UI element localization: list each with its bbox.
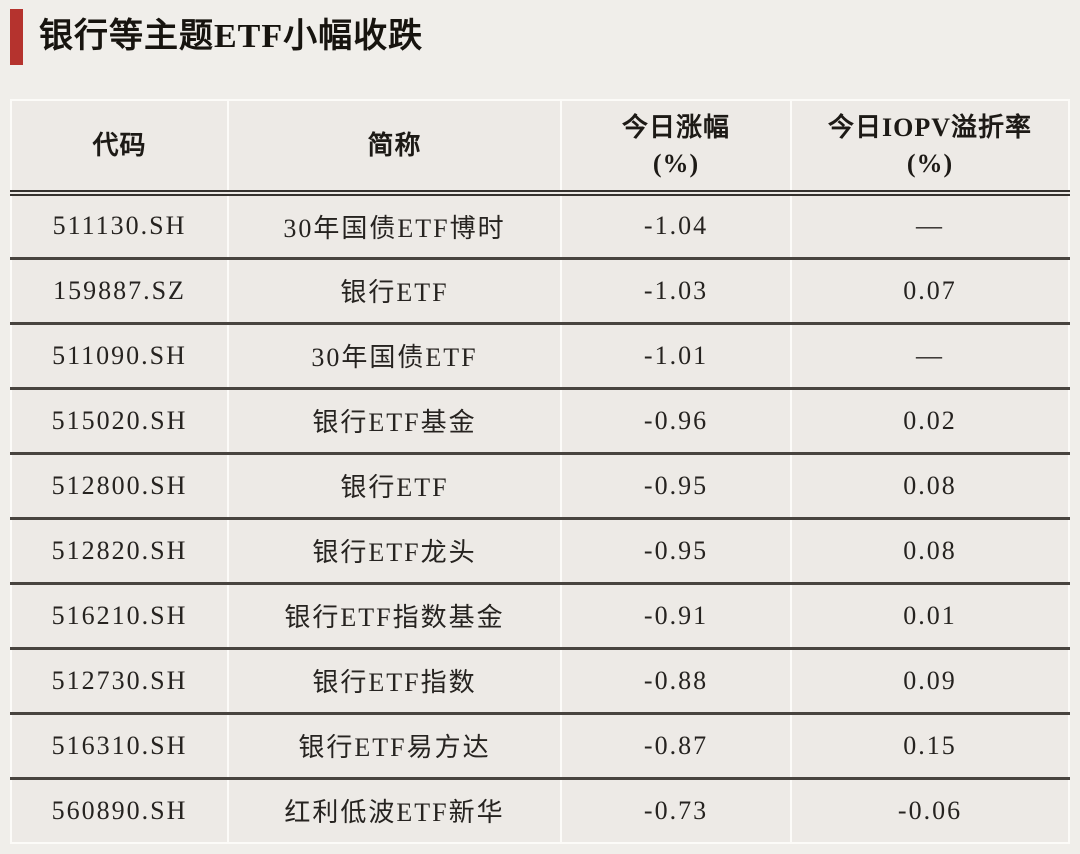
column-header-code: 代码 — [11, 100, 228, 193]
code-cell: 159887.SZ — [53, 275, 186, 305]
column-header-change: 今日涨幅 (%) — [560, 100, 791, 193]
iopv-cell: 0.09 — [790, 648, 1069, 713]
table-row: 516210.SH 银行ETF指数基金 -0.91 0.01 — [11, 583, 1069, 648]
change-cell: -0.95 — [560, 518, 791, 583]
column-header-change-line2: (%) — [652, 148, 700, 178]
name-cell: 银行ETF — [227, 453, 561, 518]
iopv-cell: 0.07 — [790, 258, 1069, 323]
table-row: 159887.SZ 银行ETF -1.03 0.07 — [11, 258, 1069, 323]
header-row: 代码 简称 今日涨幅 (%) 今日IOPV溢折率 (%) — [11, 100, 1069, 193]
change-cell: -0.95 — [560, 453, 791, 518]
code-cell: 515020.SH — [51, 405, 188, 435]
change-cell: -0.91 — [560, 583, 791, 648]
column-header-iopv: 今日IOPV溢折率 (%) — [790, 100, 1069, 193]
code-cell: 511090.SH — [52, 340, 187, 370]
change-cell: -1.01 — [560, 323, 791, 388]
iopv-cell: — — [790, 193, 1069, 258]
page-title: 银行等主题ETF小幅收跌 — [39, 18, 424, 56]
name-cell: 银行ETF龙头 — [227, 518, 561, 583]
table-row: 516310.SH 银行ETF易方达 -0.87 0.15 — [11, 713, 1069, 778]
code-cell: 512800.SH — [51, 470, 188, 500]
column-header-change-line1: 今日涨幅 — [621, 113, 730, 143]
column-header-iopv-line2: (%) — [906, 148, 954, 178]
table-row: 515020.SH 银行ETF基金 -0.96 0.02 — [11, 388, 1069, 453]
iopv-cell: — — [790, 323, 1069, 388]
name-cell: 30年国债ETF — [227, 323, 561, 388]
column-header-iopv-line1: 今日IOPV溢折率 — [827, 113, 1032, 143]
code-cell: 511130.SH — [52, 211, 187, 241]
column-header-name: 简称 — [227, 100, 561, 193]
name-cell: 红利低波ETF新华 — [227, 778, 561, 843]
title-block: 银行等主题ETF小幅收跌 — [0, 0, 1080, 66]
iopv-cell: -0.06 — [790, 778, 1069, 843]
iopv-cell: 0.02 — [790, 388, 1069, 453]
table-body: 511130.SH 30年国债ETF博时 -1.04 — 159887.SZ 银… — [11, 193, 1069, 843]
table-row: 512730.SH 银行ETF指数 -0.88 0.09 — [11, 648, 1069, 713]
name-cell: 银行ETF指数 — [227, 648, 561, 713]
change-cell: -1.04 — [560, 193, 791, 258]
iopv-cell: 0.08 — [790, 518, 1069, 583]
change-cell: -1.03 — [560, 258, 791, 323]
iopv-cell: 0.08 — [790, 453, 1069, 518]
change-cell: -0.88 — [560, 648, 791, 713]
name-cell: 银行ETF — [227, 258, 561, 323]
name-cell: 30年国债ETF博时 — [227, 193, 561, 258]
name-cell: 银行ETF基金 — [227, 388, 561, 453]
column-header-name-label: 简称 — [367, 130, 422, 160]
table-row: 512800.SH 银行ETF -0.95 0.08 — [11, 453, 1069, 518]
change-cell: -0.87 — [560, 713, 791, 778]
table-row: 512820.SH 银行ETF龙头 -0.95 0.08 — [11, 518, 1069, 583]
accent-bar — [10, 9, 23, 65]
etf-table: 代码 简称 今日涨幅 (%) 今日IOPV溢折率 (%) 511130.SH 3… — [10, 99, 1070, 844]
table-header: 代码 简称 今日涨幅 (%) 今日IOPV溢折率 (%) — [11, 100, 1069, 193]
table-row: 511090.SH 30年国债ETF -1.01 — — [11, 323, 1069, 388]
code-cell: 560890.SH — [51, 795, 188, 825]
change-cell: -0.73 — [560, 778, 791, 843]
code-cell: 512730.SH — [51, 665, 188, 695]
name-cell: 银行ETF指数基金 — [227, 583, 561, 648]
code-cell: 516310.SH — [51, 730, 188, 760]
table-row: 511130.SH 30年国债ETF博时 -1.04 — — [11, 193, 1069, 258]
iopv-cell: 0.01 — [790, 583, 1069, 648]
change-cell: -0.96 — [560, 388, 791, 453]
code-cell: 516210.SH — [51, 600, 188, 630]
name-cell: 银行ETF易方达 — [227, 713, 561, 778]
table-row: 560890.SH 红利低波ETF新华 -0.73 -0.06 — [11, 778, 1069, 843]
iopv-cell: 0.15 — [790, 713, 1069, 778]
column-header-code-label: 代码 — [92, 130, 147, 160]
code-cell: 512820.SH — [51, 535, 188, 565]
